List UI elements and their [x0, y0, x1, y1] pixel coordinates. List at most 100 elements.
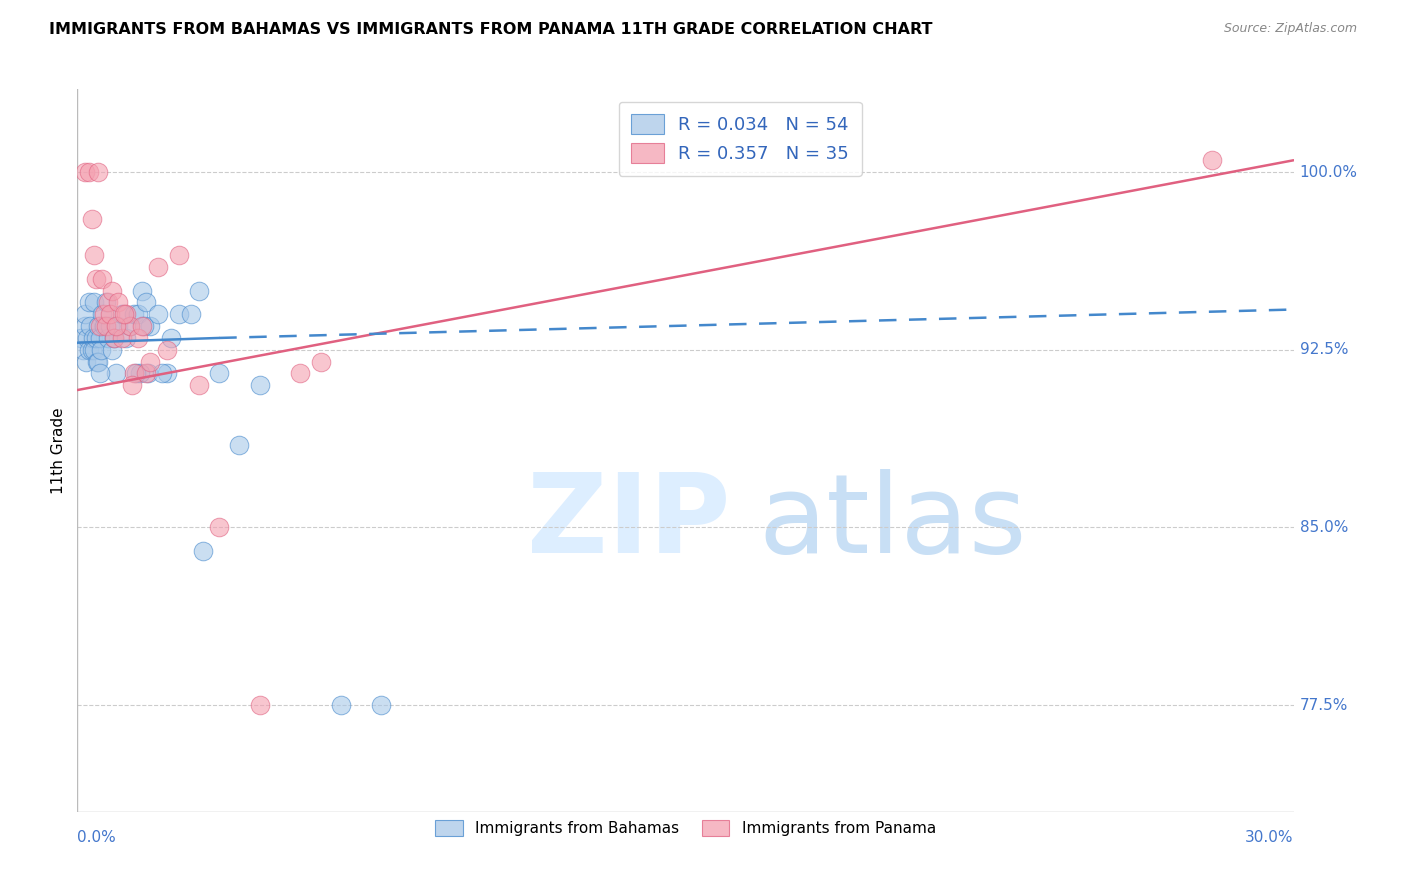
Point	[135, 367, 157, 381]
Point	[228, 437, 250, 451]
Text: Source: ZipAtlas.com: Source: ZipAtlas.com	[1223, 22, 1357, 36]
Point	[107, 319, 129, 334]
Point	[90, 307, 112, 321]
Point	[208, 520, 231, 534]
Point	[148, 307, 170, 321]
Point	[80, 343, 103, 357]
Point	[148, 260, 170, 274]
Point	[249, 698, 271, 712]
Point	[72, 343, 94, 357]
Point	[107, 295, 129, 310]
Point	[86, 354, 108, 368]
Point	[1201, 153, 1223, 168]
Point	[84, 271, 107, 285]
Point	[121, 378, 143, 392]
Point	[104, 319, 127, 334]
Point	[249, 378, 271, 392]
Text: 30.0%: 30.0%	[1246, 830, 1294, 845]
Point	[188, 284, 211, 298]
Point	[111, 331, 134, 345]
Point	[97, 331, 120, 345]
Point	[79, 319, 101, 334]
Y-axis label: 11th Grade: 11th Grade	[51, 407, 66, 494]
Point	[101, 284, 124, 298]
Point	[139, 354, 162, 368]
Point	[75, 354, 97, 368]
Point	[191, 544, 214, 558]
Point	[131, 284, 153, 298]
Text: 0.0%: 0.0%	[77, 830, 117, 845]
Point	[79, 295, 101, 310]
Point	[79, 165, 101, 179]
Point	[103, 331, 125, 345]
Point	[93, 307, 115, 321]
Point	[155, 343, 177, 357]
Point	[77, 343, 100, 357]
Point	[94, 319, 117, 334]
Point	[134, 319, 156, 334]
Text: 92.5%: 92.5%	[1299, 343, 1348, 358]
Point	[94, 295, 117, 310]
Point	[131, 319, 153, 334]
Point	[89, 319, 111, 334]
Point	[370, 698, 392, 712]
Point	[188, 378, 211, 392]
Point	[90, 343, 112, 357]
Point	[86, 165, 108, 179]
Point	[167, 307, 190, 321]
Point	[80, 212, 103, 227]
Point	[208, 367, 231, 381]
Point	[290, 367, 312, 381]
Point	[83, 248, 105, 262]
Point	[70, 331, 93, 345]
Point	[90, 271, 112, 285]
Point	[89, 367, 111, 381]
Point	[111, 307, 134, 321]
Point	[180, 307, 202, 321]
Point	[122, 367, 145, 381]
Point	[152, 367, 174, 381]
Point	[167, 248, 190, 262]
Point	[118, 319, 141, 334]
Point	[129, 367, 152, 381]
Point	[73, 319, 96, 334]
Point	[83, 343, 105, 357]
Point	[135, 295, 157, 310]
Point	[87, 354, 110, 368]
Point	[86, 319, 108, 334]
Legend: Immigrants from Bahamas, Immigrants from Panama: Immigrants from Bahamas, Immigrants from…	[427, 812, 943, 844]
Point	[98, 319, 121, 334]
Point	[115, 307, 138, 321]
Point	[104, 367, 127, 381]
Point	[159, 331, 181, 345]
Point	[136, 367, 159, 381]
Point	[329, 698, 352, 712]
Text: 85.0%: 85.0%	[1299, 520, 1348, 535]
Point	[118, 319, 141, 334]
Point	[82, 331, 104, 345]
Point	[155, 367, 177, 381]
Point	[98, 307, 121, 321]
Point	[97, 295, 120, 310]
Point	[127, 331, 149, 345]
Point	[84, 331, 107, 345]
Point	[309, 354, 332, 368]
Text: 77.5%: 77.5%	[1299, 698, 1348, 713]
Point	[112, 307, 135, 321]
Point	[127, 307, 149, 321]
Point	[125, 367, 148, 381]
Point	[101, 343, 124, 357]
Point	[75, 307, 97, 321]
Point	[103, 331, 125, 345]
Point	[115, 331, 138, 345]
Point	[75, 165, 97, 179]
Text: 100.0%: 100.0%	[1299, 165, 1358, 179]
Point	[76, 331, 98, 345]
Text: IMMIGRANTS FROM BAHAMAS VS IMMIGRANTS FROM PANAMA 11TH GRADE CORRELATION CHART: IMMIGRANTS FROM BAHAMAS VS IMMIGRANTS FR…	[49, 22, 932, 37]
Point	[139, 319, 162, 334]
Text: ZIP: ZIP	[527, 469, 731, 576]
Text: atlas: atlas	[758, 469, 1026, 576]
Point	[122, 307, 145, 321]
Point	[89, 331, 111, 345]
Point	[83, 295, 105, 310]
